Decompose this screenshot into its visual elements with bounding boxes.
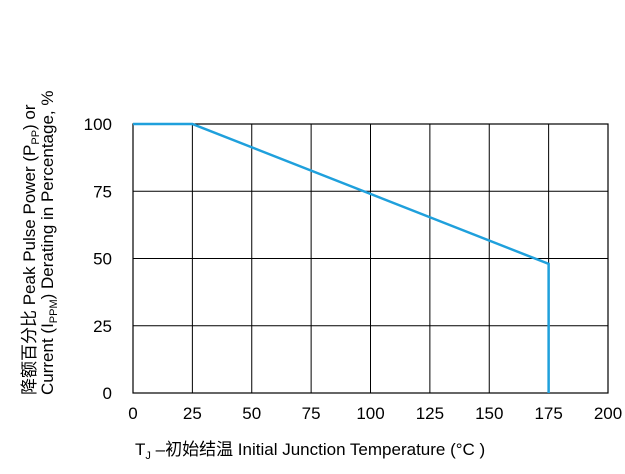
grid: [133, 124, 608, 393]
y-tick-label: 0: [103, 384, 112, 403]
x-axis-label: TJ –初始结温 Initial Junction Temperature (°…: [135, 440, 485, 462]
y-axis-label-line2-text2: ) Derating in Percentage, %: [38, 91, 57, 300]
plot-border: [132, 123, 609, 394]
series-group: [133, 122, 550, 393]
y-axis-label-line1-text2: ) or: [20, 104, 39, 130]
x-axis-label-subscript: J: [145, 450, 151, 462]
y-axis-label-line2-subscript: PPM: [48, 299, 60, 323]
x-tick-label: 150: [475, 404, 503, 423]
x-axis-label-prefix: T: [135, 440, 145, 459]
y-axis-label-line2: Current (IPPM) Derating in Percentage, %: [38, 91, 60, 395]
y-tick-label: 75: [93, 182, 112, 201]
x-axis-label-text: –初始结温 Initial Junction Temperature (°C ): [151, 440, 485, 459]
x-tick-label: 125: [416, 404, 444, 423]
x-tick-label: 200: [594, 404, 622, 423]
y-tick-label: 50: [93, 250, 112, 269]
x-tick-labels: 0 25 50 75 100 125 150 175 200: [128, 404, 622, 423]
y-axis-label-line1: 降额百分比 Peak Pulse Power (PPP) or: [20, 104, 42, 395]
plot-frame: [132, 123, 609, 394]
y-tick-label: 25: [93, 317, 112, 336]
x-tick-label: 175: [534, 404, 562, 423]
x-tick-label: 0: [128, 404, 137, 423]
y-axis-label-line1-text1: 降额百分比 Peak Pulse Power (P: [20, 145, 39, 395]
x-tick-label: 25: [183, 404, 202, 423]
series-line: [133, 122, 550, 393]
y-axis-label-line1-subscript: PP: [30, 130, 42, 145]
x-tick-label: 100: [356, 404, 384, 423]
x-tick-label: 50: [242, 404, 261, 423]
y-tick-labels: 0 25 50 75 100: [84, 115, 112, 403]
x-tick-label: 75: [302, 404, 321, 423]
y-axis-label-line2-text1: Current (I: [38, 323, 57, 395]
y-tick-label: 100: [84, 115, 112, 134]
